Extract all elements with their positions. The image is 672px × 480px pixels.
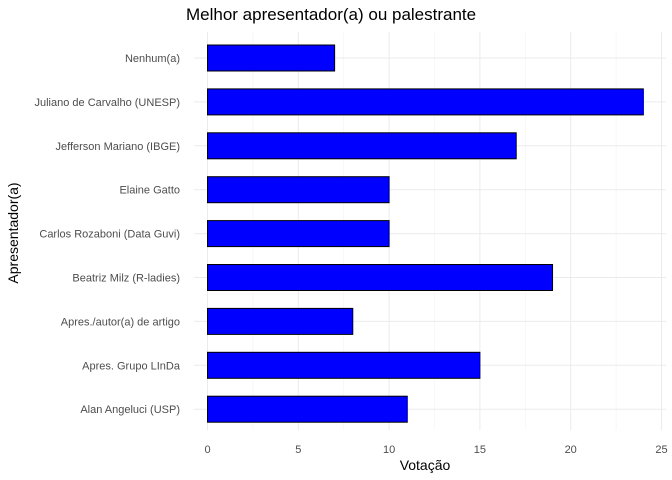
x-axis-title: Votação [400,457,451,473]
y-tick-label: Beatriz Milz (R-ladies) [72,273,180,285]
x-tick-label: 25 [655,444,667,456]
x-tick-label: 10 [383,444,395,456]
bar [207,220,390,248]
bar [207,307,354,335]
x-tick-label: 15 [474,444,486,456]
bar [207,395,408,423]
y-tick-labels: Nenhum(a) Juliano de Carvalho (UNESP) Jeff… [34,53,180,416]
y-tick-label: Juliano de Carvalho (UNESP) [34,97,180,109]
y-axis-title: Apresentador(a) [5,182,21,283]
chart-title: Melhor apresentador(a) ou palestrante [186,5,476,24]
bar [207,88,644,116]
bar [207,44,336,72]
x-tick-label: 0 [204,444,210,456]
bar [207,176,390,204]
bar [207,132,517,160]
y-tick-label: Carlos Rozaboni (Data Guvi) [39,229,180,241]
y-tick-label: Nenhum(a) [125,53,180,65]
y-tick-label: Alan Angeluci (USP) [80,404,180,416]
x-tick-label: 5 [295,444,301,456]
y-tick-label: Apres./autor(a) de artigo [61,316,180,328]
y-tick-label: Elaine Gatto [119,185,180,197]
x-tick-labels: 0 5 10 15 20 25 [204,444,667,456]
x-tick-label: 20 [565,444,577,456]
y-tick-label: Apres. Grupo LInDa [82,360,181,372]
bar [207,264,554,291]
bar [207,351,481,379]
bars [207,44,644,423]
y-tick-label: Jefferson Mariano (IBGE) [55,141,180,153]
